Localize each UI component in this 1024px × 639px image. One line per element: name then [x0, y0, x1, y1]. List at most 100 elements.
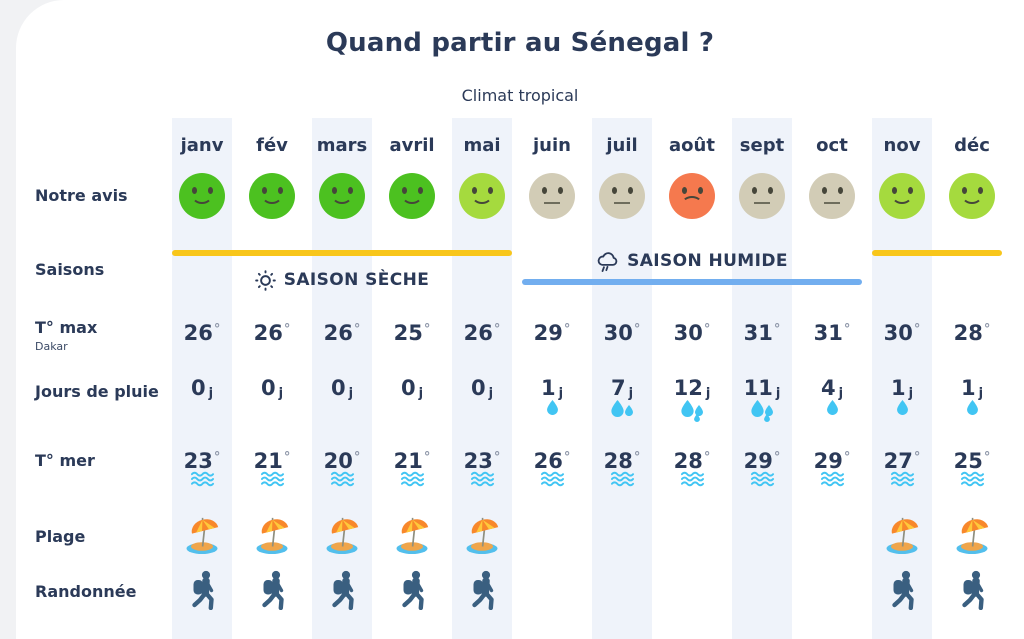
rating-row — [172, 172, 1002, 220]
beach-umbrella-icon — [396, 517, 429, 554]
table-cell — [732, 400, 792, 424]
row-label-saisons: Saisons — [35, 260, 105, 279]
temp-max-value: 26° — [253, 321, 291, 345]
table-cell — [522, 471, 582, 487]
temp-max-value: 29° — [533, 321, 571, 345]
raindrop-icon — [966, 400, 978, 415]
month-label: nov — [883, 134, 921, 156]
beach-umbrella-icon — [466, 517, 499, 554]
waves-icon — [400, 471, 424, 487]
face-mouth — [961, 186, 983, 204]
table-cell: sept — [732, 131, 792, 159]
raindrops — [611, 400, 633, 424]
infographic-card: Quand partir au Sénegal ? Climat tropica… — [16, 0, 1024, 639]
raindrops — [826, 400, 838, 424]
face-eye — [767, 187, 773, 194]
table-cell: 11 j — [732, 373, 792, 403]
rain-days-value: 12 j — [673, 376, 711, 401]
table-cell — [452, 513, 512, 559]
month-label: mai — [463, 134, 501, 156]
temp-max-value: 30° — [883, 321, 921, 345]
table-cell: fév — [242, 131, 302, 159]
raindrop-icon — [695, 405, 703, 416]
raindrop-icon — [751, 400, 764, 417]
table-cell — [732, 471, 792, 487]
rating-face-good — [949, 173, 995, 219]
sea-temp-value: 29° — [743, 449, 781, 473]
raindrop-icon — [765, 405, 773, 416]
temp-max-value: 26° — [183, 321, 221, 345]
sea-waves-row — [172, 471, 1002, 487]
table-cell: 28° — [942, 317, 1002, 349]
table-cell — [732, 172, 792, 220]
table-cell: avril — [382, 131, 442, 159]
row-label-randonnee: Randonnée — [35, 582, 137, 601]
table-cell: juin — [522, 131, 582, 159]
table-cell — [452, 471, 512, 487]
face-eye — [751, 187, 757, 194]
table-cell — [802, 567, 862, 613]
waves-icon — [820, 471, 844, 487]
month-label: août — [669, 134, 715, 156]
raindrop-icon — [611, 400, 624, 417]
sea-temp-value: 29° — [813, 449, 851, 473]
table-cell — [592, 172, 652, 220]
hiker-icon — [892, 570, 914, 610]
month-label: avril — [389, 134, 435, 156]
face-mouth — [824, 201, 840, 204]
hiker-icon — [402, 570, 424, 610]
raindrop-icon — [694, 414, 700, 422]
table-cell: déc — [942, 131, 1002, 159]
wet-season-label: SAISON HUMIDE — [522, 249, 862, 273]
rain-days-value: 11 j — [743, 376, 781, 401]
raindrops — [751, 400, 773, 424]
sea-temp-value: 27° — [883, 449, 921, 473]
table-cell: 23° — [172, 445, 232, 477]
raindrop-icon — [625, 405, 633, 416]
beach-umbrella-icon — [326, 517, 359, 554]
beach-umbrella-icon — [886, 517, 919, 554]
table-cell: mai — [452, 131, 512, 159]
face-mouth — [401, 186, 423, 204]
face-eye — [697, 187, 703, 194]
table-cell — [872, 172, 932, 220]
table-cell: 26° — [452, 317, 512, 349]
table-cell: 12 j — [662, 373, 722, 403]
table-cell — [802, 172, 862, 220]
table-cell: 20° — [312, 445, 372, 477]
wet-season-bar — [522, 279, 862, 285]
waves-icon — [540, 471, 564, 487]
waves-icon — [750, 471, 774, 487]
table-cell — [172, 172, 232, 220]
table-cell — [522, 567, 582, 613]
temp-max-value: 25° — [393, 321, 431, 345]
waves-icon — [470, 471, 494, 487]
rating-face-average — [529, 173, 575, 219]
table-cell — [382, 513, 442, 559]
table-cell — [942, 400, 1002, 424]
table-cell: 29° — [522, 317, 582, 349]
table-cell — [662, 172, 722, 220]
raindrop-icon — [546, 400, 558, 415]
row-label-notre-avis: Notre avis — [35, 186, 128, 205]
dry-season-label: SAISON SÈCHE — [172, 268, 512, 292]
temp-max-value: 26° — [463, 321, 501, 345]
rain-cloud-icon — [597, 251, 618, 272]
table-cell: 30° — [662, 317, 722, 349]
face-mouth — [261, 186, 283, 204]
table-cell — [592, 400, 652, 424]
table-cell — [312, 567, 372, 613]
month-label: juil — [606, 134, 638, 156]
face-mouth — [681, 196, 703, 212]
waves-icon — [190, 471, 214, 487]
table-cell — [872, 513, 932, 559]
